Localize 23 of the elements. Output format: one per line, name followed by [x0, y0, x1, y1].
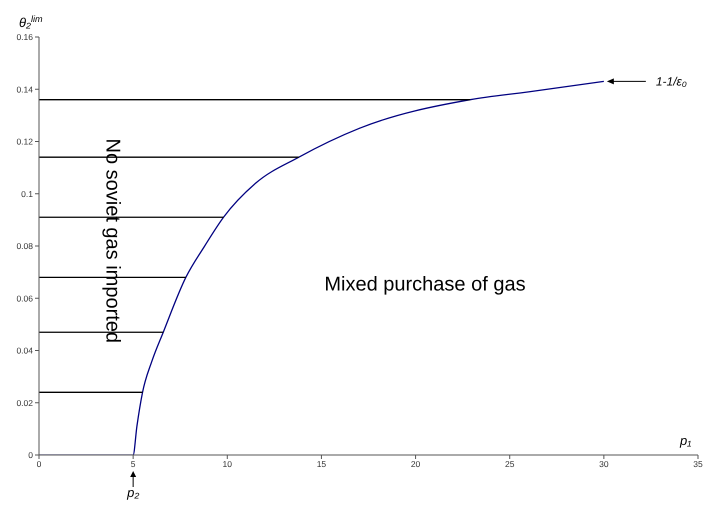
annotation: Mixed purchase of gas [324, 273, 526, 296]
x-tick-label: 30 [599, 459, 609, 470]
x-tick-label: 10 [222, 459, 232, 470]
y-tick-label: 0.04 [16, 346, 34, 356]
y-tick-label: 0.08 [16, 241, 34, 252]
x-axis-title: p₁ [679, 433, 692, 448]
x-tick-label: 5 [130, 459, 136, 470]
x-tick-label: 0 [36, 459, 42, 470]
annotation: No soviet gas imported [101, 138, 124, 344]
y-tick-label: 0 [28, 450, 34, 460]
annotation: p₂ [126, 485, 140, 500]
x-tick-label: 15 [316, 459, 326, 470]
annotation: 1-1/ε₀ [656, 74, 687, 88]
y-tick-label: 0.02 [16, 398, 34, 408]
x-tick-label: 35 [693, 459, 703, 470]
y-tick-label: 0.14 [16, 84, 34, 94]
y-tick-label: 0.06 [16, 293, 34, 304]
y-axis-title: θ₂$^{lim}$ [19, 14, 44, 30]
y-tick-label: 0.12 [16, 136, 34, 147]
y-tick-label: 0.16 [16, 32, 34, 42]
x-tick-label: 25 [504, 459, 515, 470]
y-tick-label: 0.1 [21, 188, 34, 199]
x-tick-label: 20 [410, 459, 421, 470]
